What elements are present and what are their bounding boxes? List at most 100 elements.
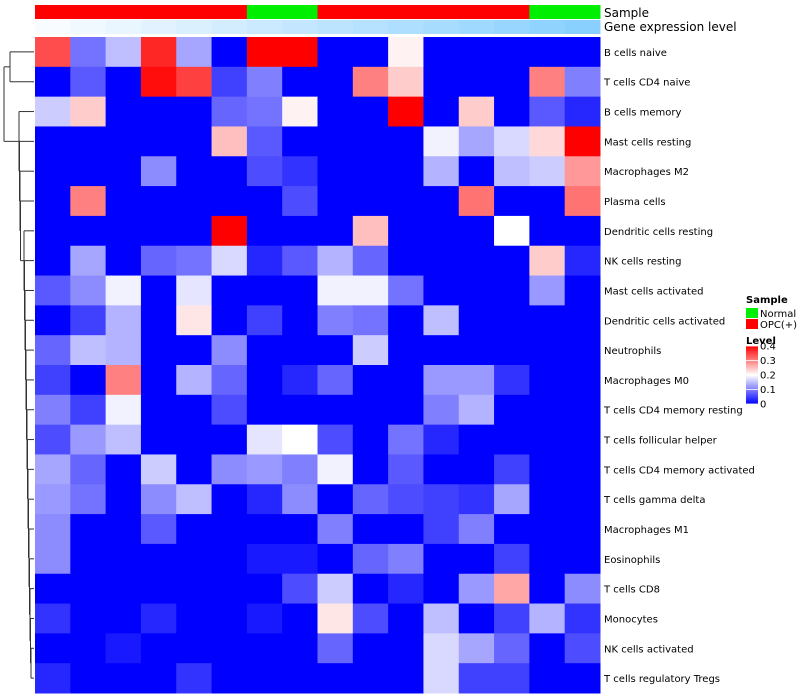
heatmap-cell bbox=[282, 663, 318, 694]
heatmap-cell bbox=[176, 484, 213, 515]
heatmap-cell bbox=[388, 245, 424, 277]
heatmap-cell bbox=[211, 305, 248, 336]
row-label: Plasma cells bbox=[604, 197, 666, 208]
heatmap-cell bbox=[388, 215, 424, 247]
heatmap-cell bbox=[494, 66, 530, 98]
heatmap-cell bbox=[35, 126, 71, 157]
heatmap-cell bbox=[352, 215, 389, 247]
heatmap-cell bbox=[494, 543, 530, 575]
heatmap-cell bbox=[317, 275, 354, 306]
heatmap-cell bbox=[246, 603, 283, 634]
heatmap-cell bbox=[529, 275, 566, 306]
heatmap-cell bbox=[388, 573, 424, 605]
heatmap-cell bbox=[282, 514, 318, 545]
heatmap-cell bbox=[494, 186, 530, 217]
heatmap-cell bbox=[458, 454, 495, 485]
heatmap-cell bbox=[494, 37, 530, 68]
heatmap-cell bbox=[140, 573, 177, 605]
row-label: NK cells resting bbox=[604, 257, 681, 268]
heatmap-cell bbox=[176, 663, 213, 694]
heatmap-cell bbox=[140, 66, 177, 98]
heatmap-cell bbox=[352, 543, 389, 575]
heatmap-cell bbox=[35, 37, 71, 68]
heatmap-cell bbox=[564, 186, 601, 217]
heatmap-cell bbox=[70, 484, 107, 515]
heatmap-cells bbox=[35, 37, 601, 694]
heatmap-cell bbox=[246, 454, 283, 485]
heatmap-cell bbox=[317, 365, 354, 396]
heatmap-cell bbox=[352, 514, 389, 545]
heatmap-cell bbox=[317, 96, 354, 127]
heatmap-cell bbox=[176, 394, 213, 426]
heatmap-cell bbox=[140, 335, 177, 366]
heatmap-cell bbox=[70, 96, 107, 127]
heatmap-cell bbox=[70, 603, 107, 634]
heatmap-cell bbox=[317, 335, 354, 366]
heatmap-cell bbox=[317, 454, 354, 485]
heatmap-cell bbox=[35, 335, 71, 366]
heatmap-cell bbox=[458, 126, 495, 157]
sample-cell-4 bbox=[140, 5, 177, 19]
heatmap-cell bbox=[564, 484, 601, 515]
heatmap-cell bbox=[529, 335, 566, 366]
heatmap-cell bbox=[211, 394, 248, 426]
heatmap-cell bbox=[317, 424, 354, 455]
heatmap-cell bbox=[317, 573, 354, 605]
heatmap-cell bbox=[388, 305, 424, 336]
heatmap-cell bbox=[105, 215, 142, 247]
heatmap-cell bbox=[423, 245, 460, 277]
heatmap-cell bbox=[388, 66, 424, 98]
heatmap-cell bbox=[70, 663, 107, 694]
heatmap-cell bbox=[423, 543, 460, 575]
heatmap-cell bbox=[352, 275, 389, 306]
heatmap-cell bbox=[176, 66, 213, 98]
gene-expression-annotation-bar bbox=[35, 20, 601, 34]
heatmap-cell bbox=[458, 484, 495, 515]
heatmap-cell bbox=[35, 633, 71, 664]
heatmap-cell bbox=[317, 514, 354, 545]
heatmap-cell bbox=[388, 454, 424, 485]
heatmap-cell bbox=[494, 633, 530, 664]
heatmap-cell bbox=[35, 66, 71, 98]
heatmap-cell bbox=[529, 633, 566, 664]
heatmap-cell bbox=[388, 603, 424, 634]
heatmap-cell bbox=[388, 424, 424, 455]
heatmap-cell bbox=[70, 66, 107, 98]
heatmap-cell bbox=[140, 245, 177, 277]
legend-label-opc: OPC(+) bbox=[760, 320, 797, 331]
heatmap-cell bbox=[246, 126, 283, 157]
row-label: Macrophages M2 bbox=[604, 167, 689, 178]
heatmap-cell bbox=[352, 484, 389, 515]
heatmap-cell bbox=[458, 186, 495, 217]
heatmap-cell bbox=[282, 424, 318, 455]
heatmap-cell bbox=[529, 66, 566, 98]
heatmap-cell bbox=[458, 245, 495, 277]
heatmap-cell bbox=[176, 543, 213, 575]
heatmap-cell bbox=[35, 454, 71, 485]
heatmap-cell bbox=[211, 573, 248, 605]
row-label: Mast cells activated bbox=[604, 286, 703, 297]
sample-legend: Sample Normal OPC(+) bbox=[746, 295, 797, 331]
heatmap-cell bbox=[494, 96, 530, 127]
heatmap-cell bbox=[423, 156, 460, 187]
row-label: Mast cells resting bbox=[604, 137, 691, 148]
gene-level-cell-6 bbox=[211, 20, 248, 34]
heatmap-cell bbox=[282, 633, 318, 664]
heatmap-cell bbox=[105, 424, 142, 455]
heatmap-cell bbox=[176, 215, 213, 247]
heatmap-cell bbox=[282, 543, 318, 575]
heatmap-cell bbox=[317, 245, 354, 277]
heatmap-cell bbox=[564, 275, 601, 306]
heatmap-cell bbox=[423, 484, 460, 515]
heatmap-cell bbox=[140, 603, 177, 634]
heatmap-cell bbox=[176, 96, 213, 127]
heatmap-cell bbox=[352, 365, 389, 396]
heatmap-cell bbox=[246, 335, 283, 366]
heatmap-cell bbox=[211, 365, 248, 396]
heatmap-cell bbox=[352, 603, 389, 634]
heatmap-cell bbox=[105, 633, 142, 664]
row-label: NK cells activated bbox=[604, 644, 694, 655]
heatmap-cell bbox=[317, 156, 354, 187]
heatmap-cell bbox=[35, 394, 71, 426]
heatmap-cell bbox=[35, 215, 71, 247]
